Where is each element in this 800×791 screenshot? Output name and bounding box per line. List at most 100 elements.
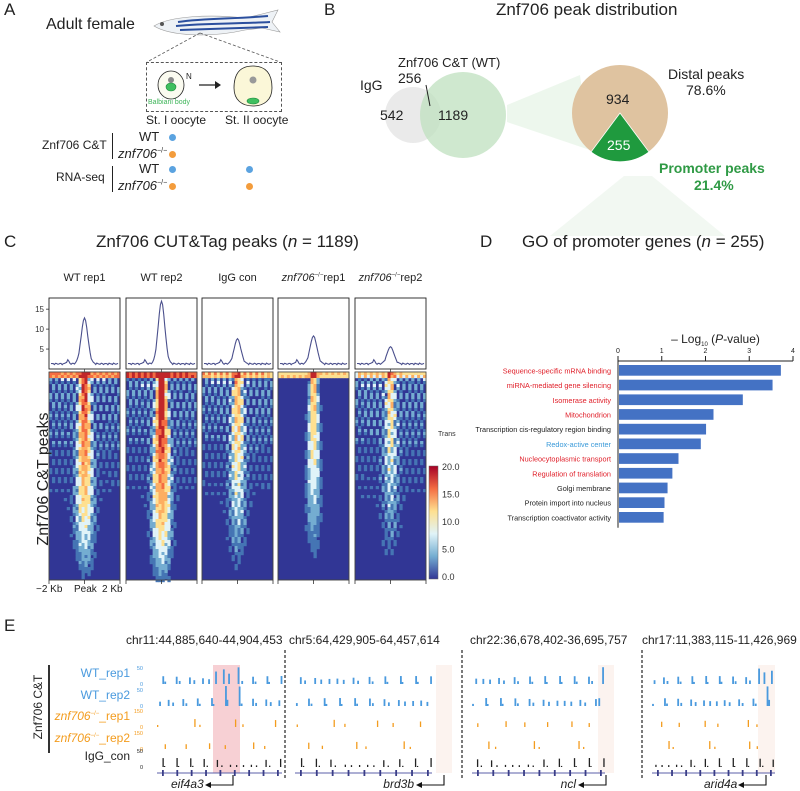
signal-bar [412,700,415,706]
signal-bar [693,681,695,684]
signal-bar [706,681,709,684]
signal-bar [763,672,766,684]
exon [190,770,193,776]
track-superscript: −/− [90,733,100,739]
signal-bar [663,677,665,684]
genotype-label: WT [139,129,159,144]
distal-peaks-label: Distal peaks [668,66,745,82]
signal-bar [573,758,576,767]
signal-bar [414,758,417,767]
signal-bar [269,765,271,767]
signal-bar [333,719,335,727]
signal-bar [501,703,504,706]
signal-bar [488,741,490,749]
st1-oocyte-icon [157,70,185,100]
panel-label-d: D [480,232,493,251]
signal-bar [591,681,594,684]
signal-bar [356,703,358,706]
signal-bar [704,758,707,767]
signal-bar [235,765,238,767]
exon [671,770,673,776]
y-tick-label: 10 [35,325,44,334]
sample-dot-stage1 [169,134,176,141]
distal-peaks-count: 934 [606,91,630,107]
signal-bar [693,765,696,767]
track-name: IgG_con [84,749,130,763]
panel-label-b: B [324,0,336,19]
signal-bar [747,719,750,727]
go-term-label: Redox-active center [546,440,611,449]
promoter-peaks-label: Promoter peaks [659,160,765,176]
signal-bar [655,764,657,767]
signal-bar [215,671,217,684]
go-term-label: Regulation of translation [532,469,611,478]
signal-bar [680,702,683,706]
signal-bar [762,765,764,767]
signal-bar [415,676,418,684]
signal-bar [718,758,721,767]
signal-bar [211,698,213,706]
exon [277,770,279,776]
signal-bar [164,681,167,684]
signal-bar [240,703,243,706]
signal-bar [299,677,302,684]
signal-bar [296,724,298,727]
locus-coordinates: chr5:64,429,905-64,457,614 [289,633,440,647]
sample-dot-stage2 [246,183,253,190]
signal-bar [475,678,478,684]
gene-name: eif4a3 [171,777,204,791]
sample-heading: WT rep2 [120,272,203,284]
gene-name: arid4a [704,777,738,791]
go-bar [619,512,664,523]
heatmap-1 [48,371,121,581]
panel-label-c: C [4,232,17,251]
signal-bar [690,699,693,706]
go-bar [619,453,679,464]
signal-bar [238,686,241,706]
track-label: znf706−/−_rep1 [40,709,130,723]
signal-bar [704,720,706,727]
signal-bar [668,741,670,749]
panel-c-title-n: n [287,232,298,251]
profile-line [356,345,425,366]
genotype-name: znf706 [118,178,158,193]
signal-bar [544,676,547,684]
signal-bar [189,677,191,684]
signal-bar [321,745,324,749]
signal-bar [759,758,761,767]
exon [657,770,659,776]
exon [262,770,265,776]
exon [363,770,366,776]
signal-bar [661,765,663,767]
signal-bar [229,764,232,767]
signal-bar [480,765,483,767]
signal-bar [675,764,678,767]
panel-label-a: A [4,0,16,19]
signal-bar [216,759,219,767]
signal-bar [315,758,318,767]
track-name: _rep1 [99,709,130,723]
signal-bar [756,724,758,727]
exon [600,770,602,776]
signal-bar [222,669,225,684]
signal-bar [302,765,305,767]
venn-overlap-count: 256 [398,70,422,86]
exon [713,770,716,776]
signal-bar [595,699,597,706]
signal-bar [661,721,663,727]
venn-set-a-label: IgG [360,77,383,93]
go-bar [619,438,701,450]
signal-bar [278,700,281,706]
signal-bar [196,698,199,706]
signal-bar [494,746,497,749]
track-scale-max: 150 [134,709,143,715]
distal-peaks-pct: 78.6% [686,82,726,98]
panel-d-title-suffix: = 255) [711,232,765,251]
signal-bar [383,699,386,706]
signal-bar [602,667,604,684]
signal-bar [352,677,355,684]
signal-bar [677,676,680,684]
sample-name: WT rep1 [63,272,106,284]
callout-wedge-2 [550,176,725,236]
go-bar [619,497,665,508]
